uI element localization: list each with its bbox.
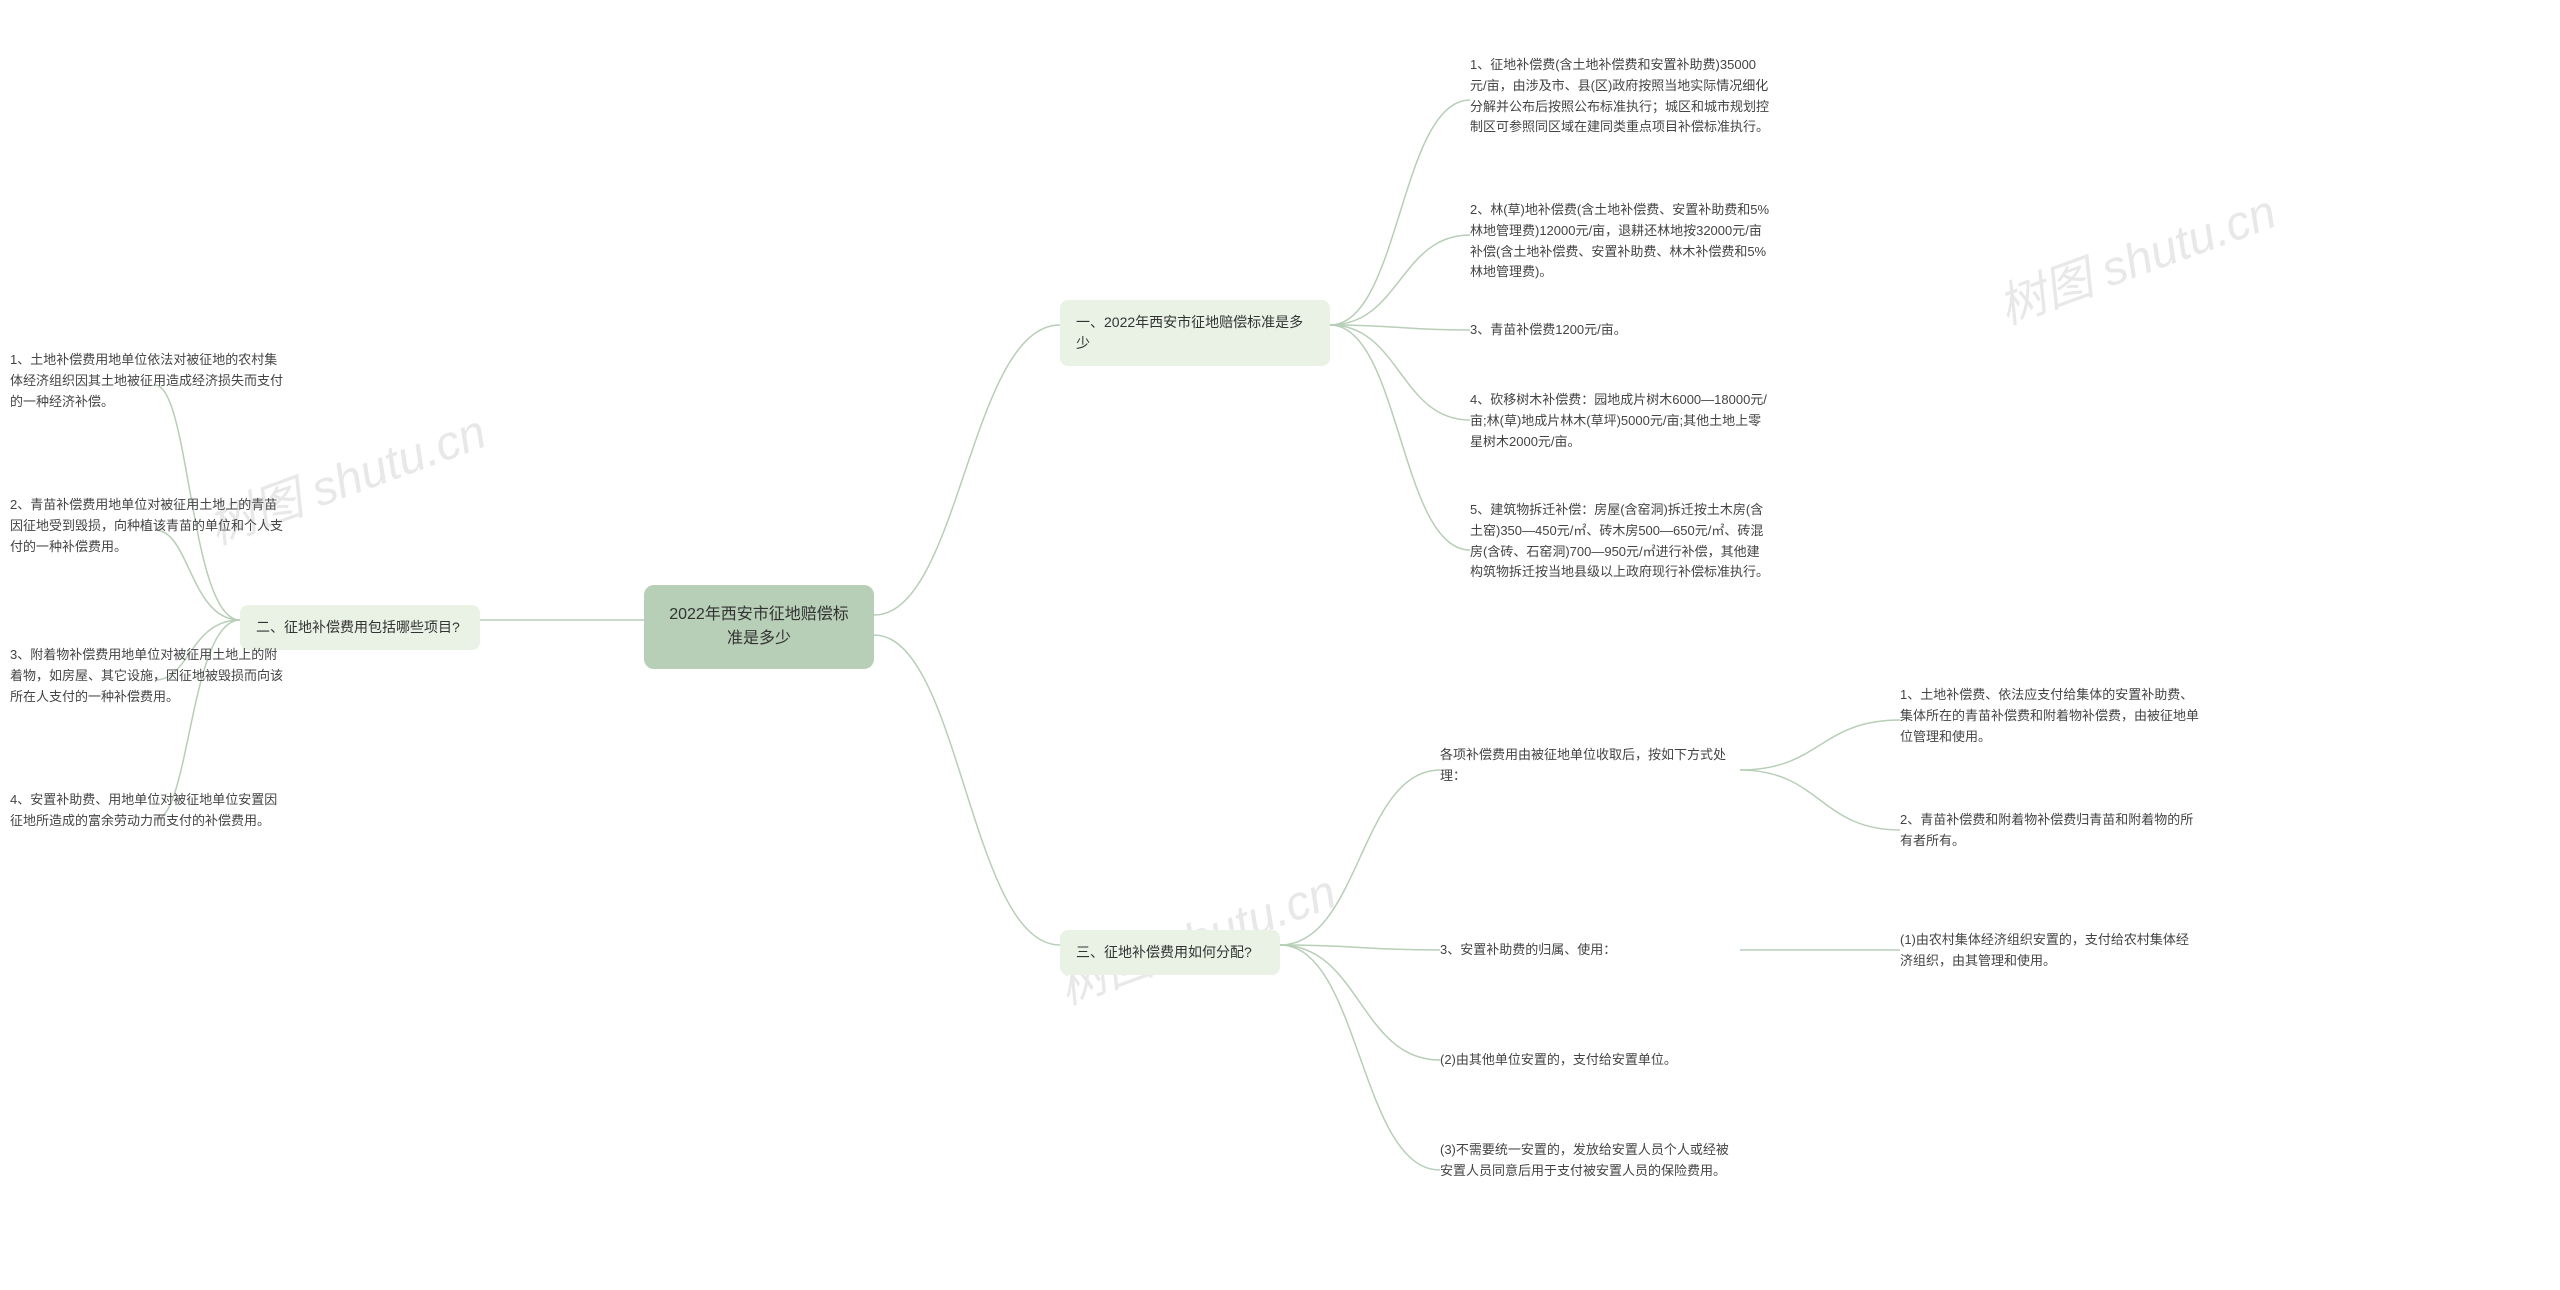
leaf: 3、附着物补偿费用地单位对被征用土地上的附着物，如房屋、其它设施，因征地被毁损而… (10, 645, 290, 707)
sub-node: (2)由其他单位安置的，支付给安置单位。 (1440, 1050, 1740, 1071)
leaf: 5、建筑物拆迁补偿：房屋(含窑洞)拆迁按土木房(含土窑)350—450元/㎡、砖… (1470, 500, 1770, 583)
branch-node-1: 一、2022年西安市征地赔偿标准是多少 (1060, 300, 1330, 366)
leaf: 1、土地补偿费用地单位依法对被征地的农村集体经济组织因其土地被征用造成经济损失而… (10, 350, 290, 412)
sub-node: (3)不需要统一安置的，发放给安置人员个人或经被安置人员同意后用于支付被安置人员… (1440, 1140, 1740, 1182)
sub-node: 3、安置补助费的归属、使用： (1440, 940, 1740, 961)
leaf: 4、砍移树木补偿费：园地成片树木6000—18000元/亩;林(草)地成片林木(… (1470, 390, 1770, 452)
leaf: 3、青苗补偿费1200元/亩。 (1470, 320, 1770, 341)
sub-node: 各项补偿费用由被征地单位收取后，按如下方式处理： (1440, 745, 1740, 787)
leaf: 2、林(草)地补偿费(含土地补偿费、安置补助费和5%林地管理费)12000元/亩… (1470, 200, 1770, 283)
watermark: 树图 shutu.cn (1987, 172, 2284, 337)
leaf: 2、青苗补偿费用地单位对被征用土地上的青苗因征地受到毁损，向种植该青苗的单位和个… (10, 495, 290, 557)
branch-node-3: 三、征地补偿费用如何分配? (1060, 930, 1280, 975)
leaf: 2、青苗补偿费和附着物补偿费归青苗和附着物的所有者所有。 (1900, 810, 2200, 852)
leaf: 1、土地补偿费、依法应支付给集体的安置补助费、集体所在的青苗补偿费和附着物补偿费… (1900, 685, 2200, 747)
center-node: 2022年西安市征地赔偿标准是多少 (644, 585, 874, 669)
branch-node-2: 二、征地补偿费用包括哪些项目? (240, 605, 480, 650)
leaf: (1)由农村集体经济组织安置的，支付给农村集体经济组织，由其管理和使用。 (1900, 930, 2200, 972)
leaf: 1、征地补偿费(含土地补偿费和安置补助费)35000元/亩，由涉及市、县(区)政… (1470, 55, 1770, 138)
leaf: 4、安置补助费、用地单位对被征地单位安置因征地所造成的富余劳动力而支付的补偿费用… (10, 790, 290, 832)
